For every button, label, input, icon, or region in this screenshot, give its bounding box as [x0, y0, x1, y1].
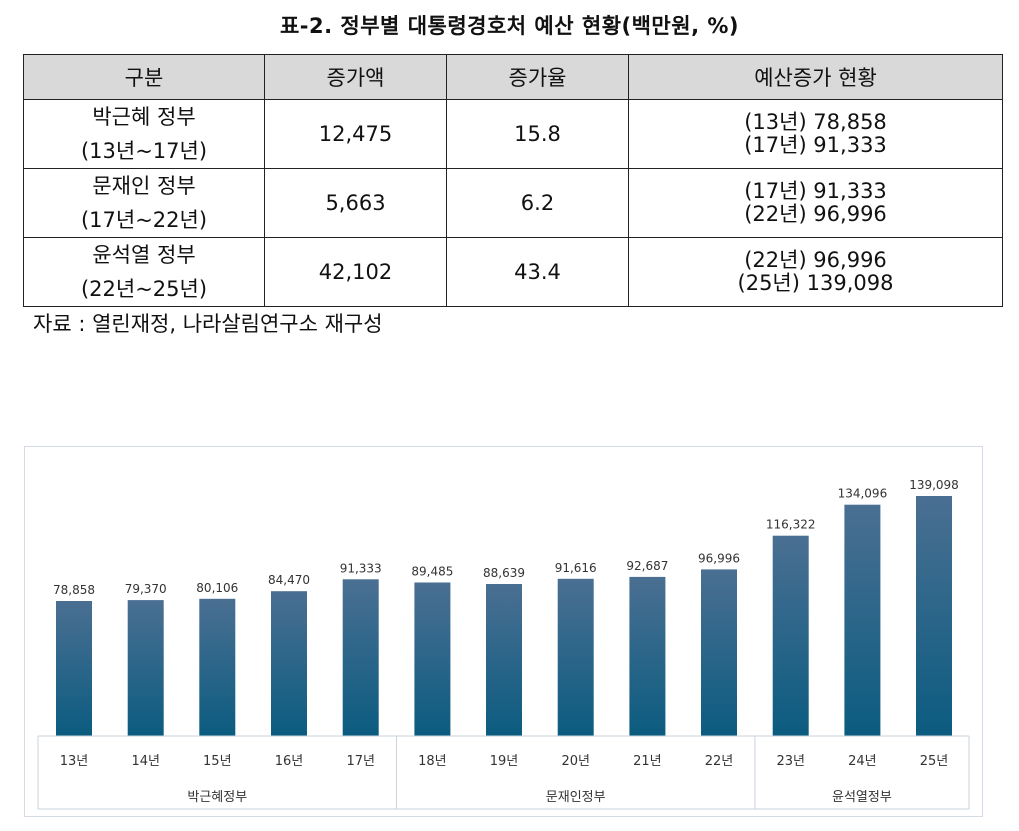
- status-cell: (22년) 96,996 (25년) 139,098: [628, 237, 1003, 307]
- table-row: 문재인 정부 (17년~22년) 5,663 6.2 (17년) 91,333 …: [23, 168, 1003, 238]
- data-label: 116,322: [766, 518, 816, 532]
- table-header-row: 구분 증가액 증가율 예산증가 현황: [23, 54, 1003, 100]
- data-label: 88,639: [483, 566, 525, 580]
- gov-name: 윤석열 정부: [92, 243, 196, 267]
- data-labels-layer: 78,858 79,370 80,106 84,470 91,333 89,485 88,6…: [53, 478, 959, 597]
- tick-label: 21년: [633, 754, 662, 769]
- header-category: 구분: [23, 54, 265, 100]
- data-label: 89,485: [411, 565, 453, 579]
- bar-chart: 78,858 79,370 80,106 84,470 91,333 89,485 88,6…: [24, 446, 983, 817]
- status-end: (25년) 139,098: [737, 271, 894, 295]
- tick-label: 24년: [848, 754, 877, 769]
- bar: [629, 576, 666, 736]
- increase-cell: 5,663: [264, 168, 447, 238]
- data-label: 79,370: [125, 582, 167, 596]
- rate-cell: 6.2: [446, 168, 629, 238]
- gov-name: 박근혜 정부: [92, 105, 196, 129]
- rate-cell: 43.4: [446, 237, 629, 307]
- header-increase-amount: 증가액: [264, 54, 447, 100]
- document-title: 표-2. 정부별 대통령경호처 예산 현황(백만원, %): [279, 14, 739, 38]
- header-budget-status: 예산증가 현황: [628, 54, 1003, 100]
- tick-label: 23년: [776, 754, 805, 769]
- gov-cell: 박근혜 정부 (13년~17년): [23, 99, 265, 169]
- data-label: 96,996: [698, 551, 740, 565]
- bars-layer: [56, 496, 952, 736]
- tick-label: 20년: [561, 754, 590, 769]
- table-row: 윤석열 정부 (22년~25년) 42,102 43.4 (22년) 96,99…: [23, 237, 1003, 307]
- group-label: 박근혜정부: [187, 790, 247, 805]
- data-label: 91,333: [340, 561, 382, 575]
- status-start: (22년) 96,996: [744, 248, 887, 272]
- gov-period: (22년~25년): [80, 277, 208, 301]
- source-note: 자료 : 열린재정, 나라살림연구소 재구성: [33, 312, 383, 336]
- bar: [557, 578, 594, 736]
- data-label: 78,858: [53, 583, 95, 597]
- bar: [772, 535, 809, 736]
- data-label: 80,106: [196, 581, 238, 595]
- budget-table: 구분 증가액 증가율 예산증가 현황 박근혜 정부 (13년~17년) 12,4…: [23, 54, 1003, 307]
- bar: [271, 591, 307, 736]
- gov-period: (13년~17년): [80, 139, 208, 163]
- tick-label: 19년: [490, 754, 519, 769]
- gov-period: (17년~22년): [80, 208, 208, 232]
- chart-svg: 78,858 79,370 80,106 84,470 91,333 89,485 88,6…: [37, 478, 970, 810]
- tick-label: 16년: [275, 754, 304, 769]
- bar: [701, 569, 737, 736]
- table-row: 박근혜 정부 (13년~17년) 12,475 15.8 (13년) 78,85…: [23, 99, 1003, 169]
- status-end: (17년) 91,333: [744, 133, 887, 157]
- status-cell: (17년) 91,333 (22년) 96,996: [628, 168, 1003, 238]
- tick-label: 14년: [131, 754, 160, 769]
- bar: [486, 584, 522, 736]
- bar: [414, 582, 451, 736]
- status-cell: (13년) 78,858 (17년) 91,333: [628, 99, 1003, 169]
- status-end: (22년) 96,996: [744, 202, 887, 226]
- status-start: (13년) 78,858: [744, 110, 887, 134]
- bar: [56, 601, 92, 736]
- increase-cell: 12,475: [264, 99, 447, 169]
- bar: [916, 496, 952, 736]
- bar: [844, 504, 881, 736]
- data-label: 92,687: [626, 559, 668, 573]
- category-axis: 13년 14년 15년 16년 17년 18년 19년 20년 21년 22년 23년 24년 25년박…: [37, 735, 970, 810]
- tick-label: 15년: [203, 754, 232, 769]
- tick-label: 13년: [60, 754, 89, 769]
- bar: [199, 598, 236, 736]
- header-increase-rate: 증가율: [446, 54, 629, 100]
- data-label: 139,098: [909, 478, 959, 492]
- tick-label: 22년: [705, 754, 734, 769]
- bar: [127, 600, 164, 736]
- group-label: 윤석열정부: [832, 790, 892, 805]
- status-start: (17년) 91,333: [744, 179, 887, 203]
- data-label: 84,470: [268, 573, 310, 587]
- group-label: 문재인정부: [546, 790, 606, 805]
- tick-label: 18년: [418, 754, 447, 769]
- data-label: 91,616: [555, 561, 597, 575]
- data-label: 134,096: [838, 487, 888, 501]
- tick-label: 17년: [346, 754, 375, 769]
- rate-cell: 15.8: [446, 99, 629, 169]
- increase-cell: 42,102: [264, 237, 447, 307]
- gov-cell: 문재인 정부 (17년~22년): [23, 168, 265, 238]
- gov-cell: 윤석열 정부 (22년~25년): [23, 237, 265, 307]
- gov-name: 문재인 정부: [92, 174, 196, 198]
- bar: [342, 579, 379, 736]
- tick-label: 25년: [920, 754, 949, 769]
